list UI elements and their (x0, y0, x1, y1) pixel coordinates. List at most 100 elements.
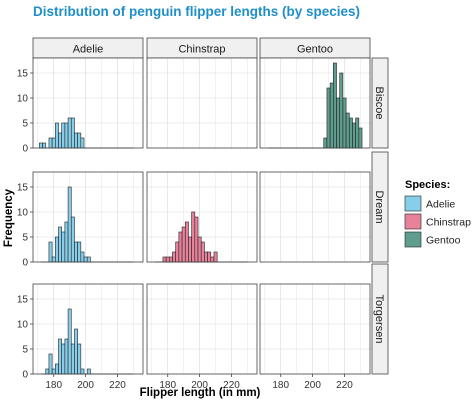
histogram-bar (326, 87, 331, 149)
panel-gentoo-torgersen (259, 264, 371, 375)
histogram-bar (178, 231, 183, 263)
histogram-bar (58, 132, 62, 149)
histogram-bar (70, 117, 75, 149)
histogram-bar (181, 226, 186, 263)
x-tick-label: 180 (159, 380, 176, 391)
y-axis-label: Frequency (3, 188, 15, 247)
histogram-bar (42, 142, 47, 149)
panel-gentoo-biscoe (259, 57, 371, 149)
histogram-bar (70, 216, 75, 263)
y-tick-label: 5 (22, 233, 28, 244)
histogram-bar (64, 221, 69, 263)
panel-chinstrap-biscoe (146, 57, 258, 149)
histogram-bar (191, 211, 196, 263)
y-tick-label: 0 (22, 144, 28, 155)
histogram-bar (358, 127, 363, 149)
histogram-bar (352, 122, 356, 149)
histogram-bar (51, 137, 56, 149)
column-strip-label: Chinstrap (178, 44, 225, 56)
histogram-bar (342, 97, 347, 149)
y-tick-label: 15 (17, 183, 29, 194)
panel-background (33, 58, 143, 148)
histogram-bar (74, 241, 78, 263)
column-strip-label: Adelie (73, 44, 104, 56)
histogram-bar (55, 363, 59, 375)
histogram-bar (184, 221, 189, 263)
y-tick-label: 10 (17, 320, 29, 331)
histogram-bar (210, 256, 215, 263)
panel-background (147, 264, 257, 374)
x-tick-label: 180 (45, 380, 62, 391)
x-tick-label: 220 (109, 380, 126, 391)
histogram-bar (77, 132, 82, 149)
x-tick-label: 220 (223, 380, 240, 391)
row-strip-label: Dream (373, 190, 385, 223)
histogram-bar (175, 241, 180, 263)
histogram-bar (51, 256, 56, 263)
x-tick-label: 180 (272, 380, 289, 391)
histogram-bar (61, 343, 66, 375)
panel-chinstrap-torgersen (146, 264, 258, 375)
histogram-bar (323, 137, 328, 149)
histogram-bar (48, 353, 53, 375)
histogram-bar (61, 231, 66, 263)
histogram-bar (48, 137, 53, 149)
histogram-bar (355, 117, 360, 149)
histogram-bar (165, 256, 170, 263)
histogram-bar (333, 62, 337, 149)
panel-border (259, 171, 371, 263)
histogram-bar (64, 338, 69, 375)
histogram-bar (194, 216, 199, 263)
histogram-bar (336, 97, 341, 149)
column-strip-label: Gentoo (297, 44, 333, 56)
panel-adelie-biscoe (32, 57, 144, 149)
panel-border (259, 57, 371, 149)
legend-label: Gentoo (426, 235, 461, 247)
chart-title: Distribution of penguin flipper lengths … (33, 4, 360, 19)
histogram-bar (61, 122, 66, 149)
histogram-bar (67, 308, 72, 375)
histogram-bar (58, 338, 62, 375)
row-strip-label: Biscoe (373, 86, 385, 119)
panel-adelie-torgersen (32, 264, 144, 375)
histogram-bar (80, 251, 85, 263)
panel-background (260, 152, 370, 262)
histogram-bar (70, 343, 75, 375)
panel-border (32, 283, 144, 375)
panel-border (146, 57, 258, 149)
histogram-bar (39, 142, 43, 149)
row-strip-torgersen (371, 263, 389, 375)
x-tick-label: 220 (336, 380, 353, 391)
legend-label: Chinstrap (426, 217, 471, 229)
histogram-bar (67, 186, 72, 263)
y-tick-label: 0 (22, 258, 28, 269)
panel-border (32, 171, 144, 263)
histogram-bar (64, 122, 69, 149)
histogram-bar (197, 236, 202, 263)
histogram-bar (51, 368, 56, 375)
row-strip-label: Torgersen (373, 295, 385, 344)
histogram-bar (162, 256, 167, 263)
histogram-bar (213, 251, 218, 263)
facet-panels: Adelie Chinstrap Gentoo Biscoe Dream Torgerse… (32, 37, 389, 375)
panel-border (259, 283, 371, 375)
legend: Species: Adelie Chinstrap Gentoo (404, 179, 471, 248)
x-tick-label: 200 (191, 380, 208, 391)
histogram-bar (200, 241, 205, 263)
panel-background (260, 264, 370, 374)
x-axis-label: Flipper length (in mm) (140, 387, 261, 399)
y-tick-label: 15 (17, 295, 29, 306)
histogram-bar (80, 137, 85, 149)
panel-adelie-dream (32, 152, 144, 263)
legend-swatch-chinstrap (404, 213, 422, 230)
histogram-bar (74, 132, 78, 149)
histogram-bar (172, 251, 176, 263)
panel-border (146, 283, 258, 375)
y-tick-label: 5 (22, 119, 28, 130)
histogram-bar (169, 256, 173, 263)
x-tick-label: 200 (304, 380, 321, 391)
histogram-bar (86, 256, 91, 263)
histogram-bar (45, 368, 50, 375)
histogram-bar (77, 241, 82, 263)
